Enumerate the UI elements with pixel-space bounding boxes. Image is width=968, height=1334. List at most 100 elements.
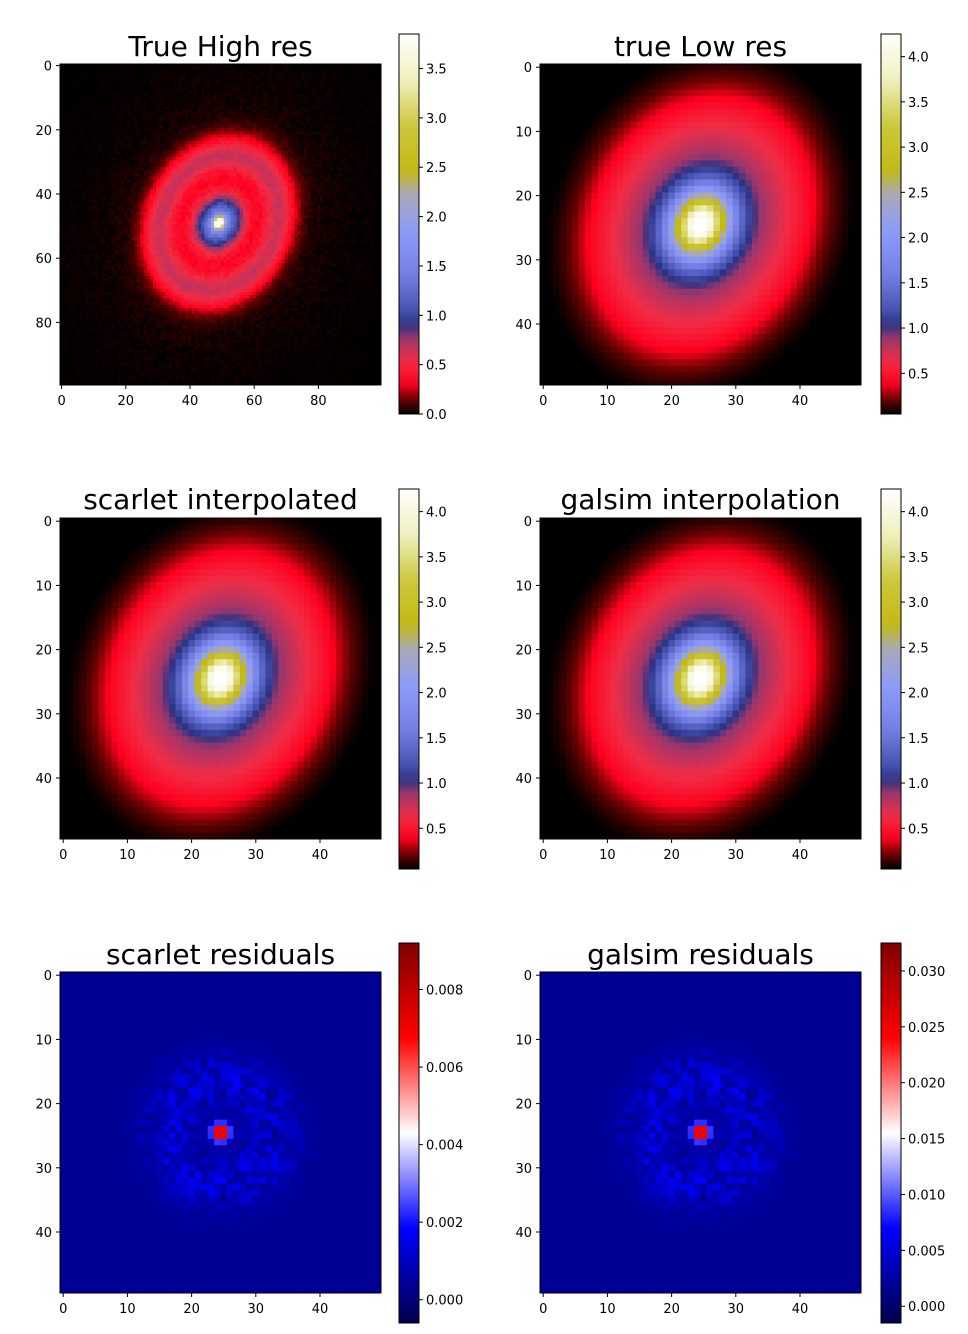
colorbar-tick-label: 3.5 [908,96,929,111]
colorbar-tick-label: 1.0 [908,322,929,337]
y-tick-label: 0 [524,61,532,76]
y-tick-label: 20 [515,644,532,659]
colorbar-tick-label: 0.010 [908,1188,945,1203]
x-tick-label: 30 [728,848,745,863]
y-tick-label: 40 [35,1226,52,1241]
colorbar-tick-label: 0.5 [908,822,929,837]
y-tick-label: 30 [35,708,52,723]
panel-title: galsim interpolation [561,483,841,516]
x-tick-label: 10 [599,1302,616,1317]
colorbar-tick-label: 0.004 [426,1139,463,1154]
y-tick-label: 40 [35,188,52,203]
colorbar-tick-label: 3.0 [908,596,929,611]
y-tick-label: 10 [515,125,532,140]
x-tick-label: 40 [312,848,329,863]
colorbar-tick-label: 2.5 [908,186,929,201]
y-tick-label: 30 [515,254,532,269]
x-tick-label: 40 [312,1302,329,1317]
colorbar-tick-label: 3.0 [426,596,447,611]
colorbar-tick-label: 2.5 [426,641,447,656]
colorbar [881,489,901,869]
colorbar-tick-label: 3.5 [426,551,447,566]
x-tick-label: 0 [539,394,547,409]
colorbar [881,34,901,414]
x-tick-label: 20 [663,1302,680,1317]
heatmap-image [540,64,861,385]
colorbar-tick-label: 3.5 [908,551,929,566]
x-tick-label: 10 [119,1302,136,1317]
heatmap-image [540,972,861,1293]
colorbar-tick-label: 1.0 [908,777,929,792]
y-tick-label: 30 [35,1162,52,1177]
y-tick-label: 20 [515,190,532,205]
x-tick-label: 20 [663,394,680,409]
colorbar-tick-label: 1.0 [426,777,447,792]
colorbar-tick-label: 0.000 [426,1294,463,1309]
y-tick-label: 30 [515,1162,532,1177]
y-tick-label: 20 [515,1098,532,1113]
colorbar-tick-label: 1.5 [426,260,447,275]
colorbar-tick-label: 0.020 [908,1077,945,1092]
heatmap-image [60,64,381,385]
panel-title: scarlet residuals [106,938,335,971]
colorbar-tick-label: 2.5 [908,641,929,656]
colorbar-tick-label: 0.025 [908,1021,945,1036]
x-tick-label: 10 [599,394,616,409]
colorbar-tick-label: 0.008 [426,984,463,999]
colorbar-tick-label: 1.0 [426,309,447,324]
colorbar-tick-label: 2.0 [908,687,929,702]
colorbar-tick-label: 4.0 [908,51,929,66]
colorbar-tick-label: 1.5 [908,732,929,747]
colorbar-tick-label: 2.0 [908,232,929,247]
panel-title: True High res [127,30,312,63]
x-tick-label: 30 [248,1302,265,1317]
y-tick-label: 10 [35,1033,52,1048]
panel-title: galsim residuals [587,938,814,971]
x-tick-label: 40 [792,848,809,863]
x-tick-label: 20 [183,1302,200,1317]
y-tick-label: 0 [44,515,52,530]
x-tick-label: 10 [119,848,136,863]
x-tick-label: 10 [599,848,616,863]
y-tick-label: 0 [44,60,52,75]
heatmap-image [540,518,861,839]
colorbar [399,943,419,1323]
colorbar-tick-label: 0.030 [908,965,945,980]
colorbar-tick-label: 4.0 [908,506,929,521]
x-tick-label: 0 [59,1302,67,1317]
x-tick-label: 0 [539,848,547,863]
y-tick-label: 60 [35,252,52,267]
x-tick-label: 60 [246,394,263,409]
x-tick-label: 20 [183,848,200,863]
y-tick-label: 40 [515,318,532,333]
colorbar-tick-label: 0.015 [908,1133,945,1148]
colorbar [399,34,419,414]
y-tick-label: 20 [35,644,52,659]
y-tick-label: 40 [35,772,52,787]
x-tick-label: 30 [248,848,265,863]
x-tick-label: 40 [792,394,809,409]
y-tick-label: 40 [515,1226,532,1241]
colorbar-tick-label: 0.5 [908,367,929,382]
y-tick-label: 40 [515,772,532,787]
colorbar-tick-label: 0.005 [908,1244,945,1259]
colorbar-tick-label: 3.0 [908,141,929,156]
x-tick-label: 20 [118,394,135,409]
x-tick-label: 20 [663,848,680,863]
x-tick-label: 30 [728,394,745,409]
colorbar [399,489,419,869]
heatmap-image [60,518,381,839]
heatmap-image [60,972,381,1293]
colorbar-tick-label: 0.002 [426,1216,463,1231]
y-tick-label: 30 [515,708,532,723]
colorbar-tick-label: 0.006 [426,1061,463,1076]
y-tick-label: 20 [35,1098,52,1113]
x-tick-label: 40 [792,1302,809,1317]
colorbar-tick-label: 2.5 [426,161,447,176]
y-tick-label: 10 [35,579,52,594]
